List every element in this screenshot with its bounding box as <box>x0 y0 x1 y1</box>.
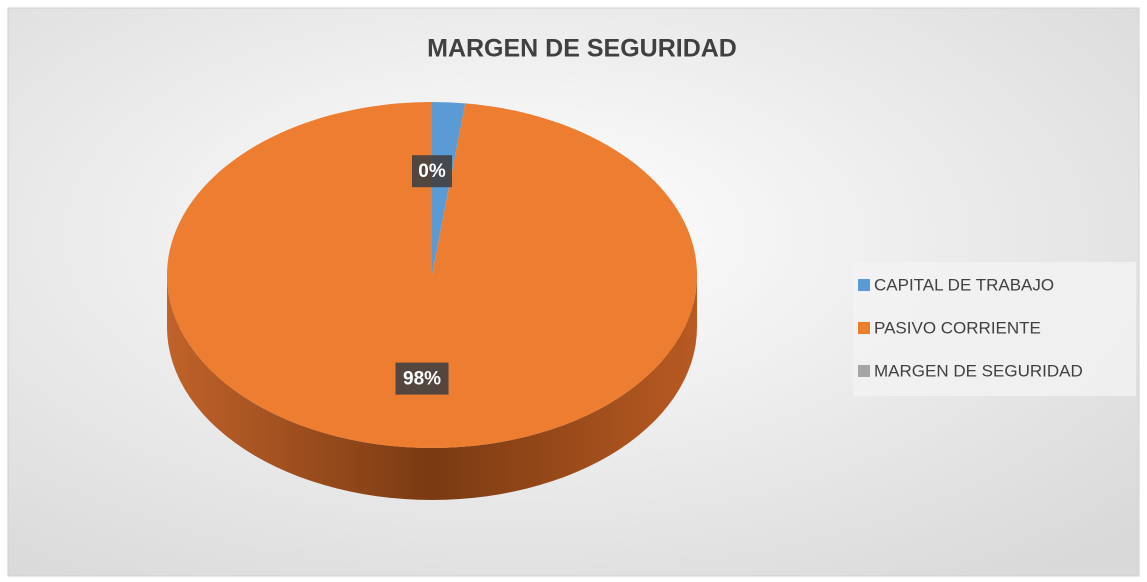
pie-side <box>167 275 697 500</box>
legend-background <box>853 262 1136 396</box>
legend-swatch <box>858 365 870 377</box>
data-label-box <box>412 155 452 188</box>
legend: CAPITAL DE TRABAJO PASIVO CORRIENTE MARGEN… <box>858 275 1083 380</box>
data-label-box <box>395 362 449 395</box>
legend-swatch <box>858 322 870 334</box>
legend-swatch <box>858 279 870 291</box>
legend-label: MARGEN DE SEGURIDAD <box>874 361 1083 380</box>
pie-slice <box>167 102 698 449</box>
pie-slice <box>432 102 466 275</box>
chart-title: MARGEN DE SEGURIDAD <box>427 35 737 63</box>
legend-label: PASIVO CORRIENTE <box>874 318 1041 337</box>
legend-label: CAPITAL DE TRABAJO <box>874 275 1054 294</box>
data-label: 98% <box>403 369 441 390</box>
pie: 98% 0% <box>167 102 698 500</box>
data-label: 0% <box>418 161 446 182</box>
